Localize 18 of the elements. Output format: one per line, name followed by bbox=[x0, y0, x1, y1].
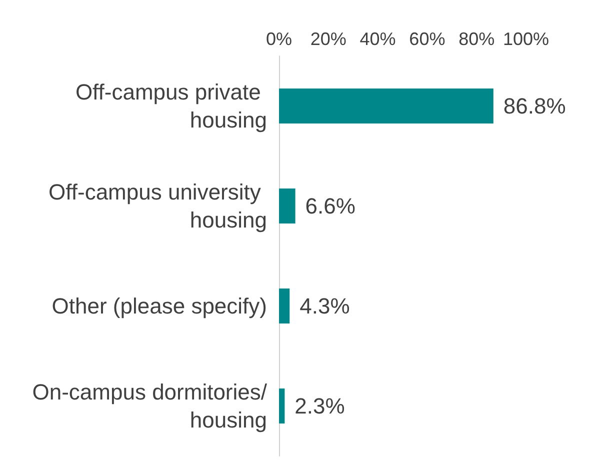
bar bbox=[279, 288, 290, 324]
x-tick-label: 40% bbox=[360, 29, 396, 49]
bar bbox=[279, 388, 285, 424]
bar bbox=[279, 88, 494, 124]
x-tick-label: 20% bbox=[310, 29, 346, 49]
y-tick-label: On-campus dormitories/housing bbox=[32, 380, 268, 432]
data-label: 6.6% bbox=[305, 194, 356, 218]
y-tick-label: Other (please specify) bbox=[52, 294, 267, 318]
x-tick-label: 0% bbox=[266, 29, 292, 49]
x-tick-label: 60% bbox=[409, 29, 446, 49]
x-tick-label: 80% bbox=[458, 29, 495, 49]
y-tick-label: Off-campus university housing bbox=[48, 180, 267, 232]
x-tick-label: 100% bbox=[502, 29, 550, 49]
data-label: 4.3% bbox=[300, 294, 350, 318]
data-label: 86.8% bbox=[503, 94, 566, 118]
bar bbox=[279, 188, 296, 224]
data-label: 2.3% bbox=[294, 394, 345, 418]
y-tick-label: Off-campus private housing bbox=[75, 80, 267, 132]
